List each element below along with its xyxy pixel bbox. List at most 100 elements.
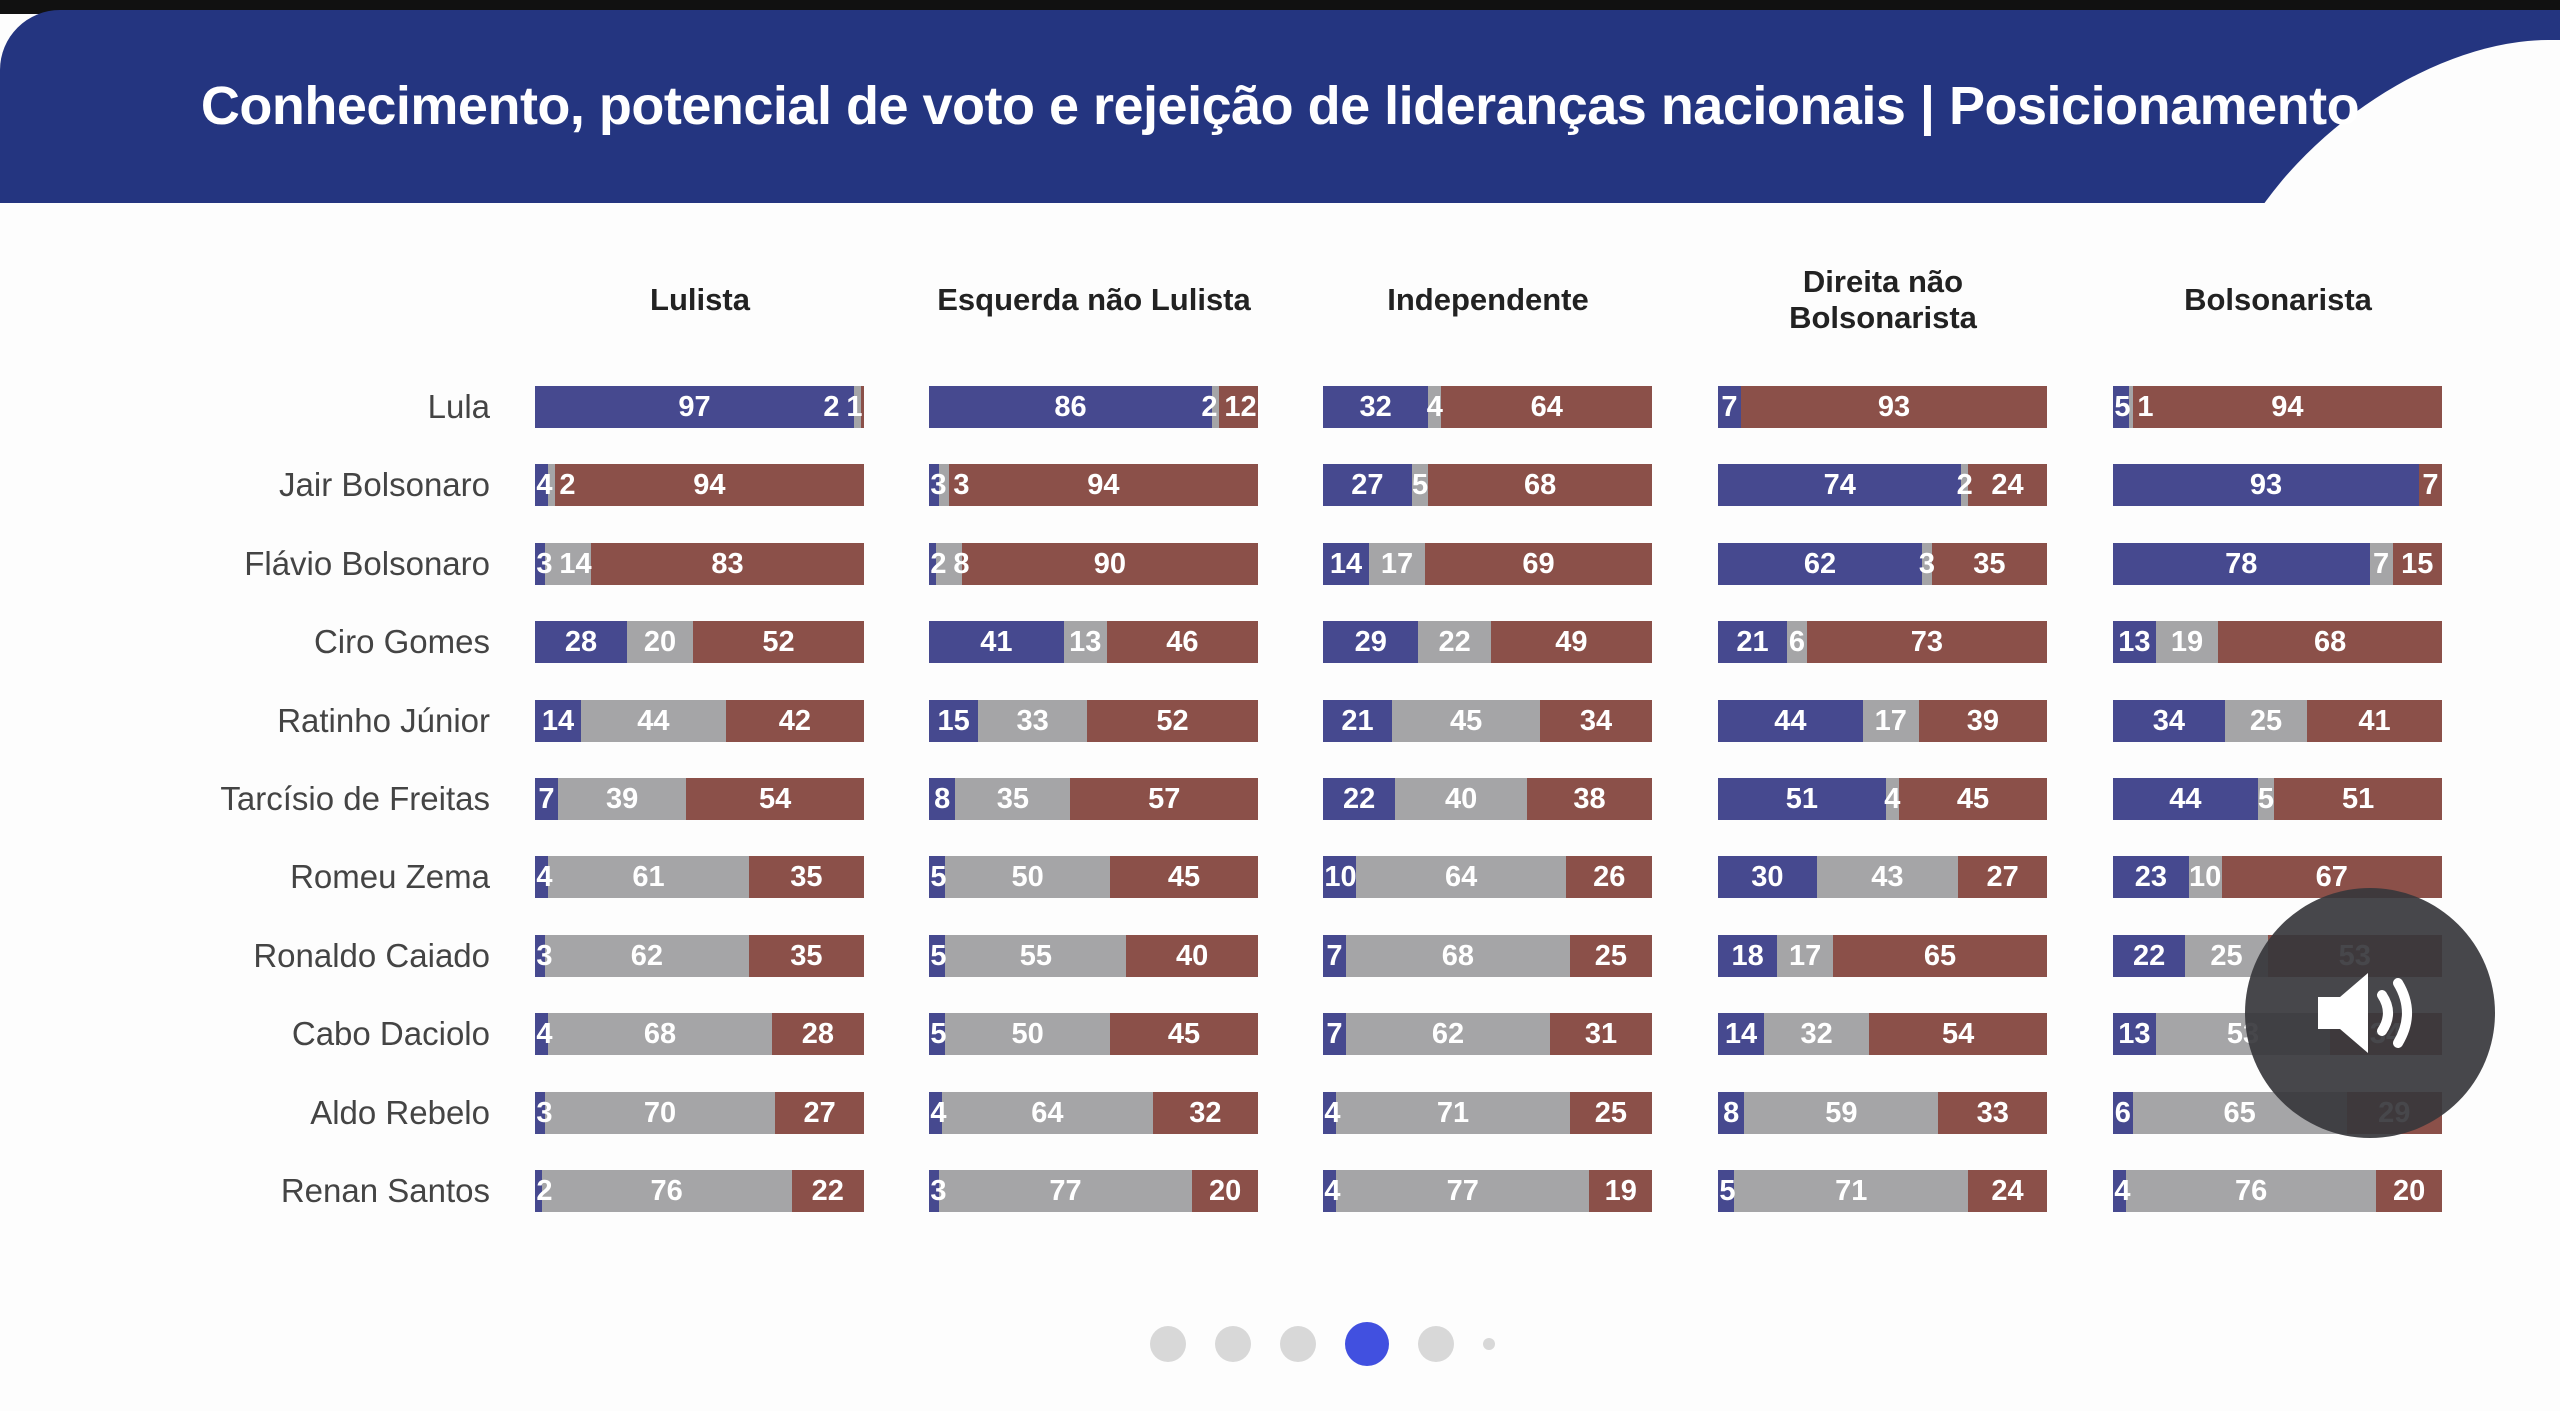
stacked-bar <box>1323 856 1652 899</box>
reject-segment <box>1968 1170 2047 1212</box>
vote-label: 14 <box>1329 547 1363 580</box>
reject-label: 28 <box>801 1018 835 1051</box>
neutral-segment <box>1744 1091 1939 1134</box>
reject-label: 41 <box>2358 704 2391 737</box>
vote-label: 7 <box>1326 939 1343 972</box>
reject-label: 27 <box>1986 861 2019 894</box>
stacked-bar <box>929 856 1258 899</box>
neutral-label: 35 <box>996 783 1030 815</box>
vote-label: 23 <box>2134 861 2167 894</box>
reject-segment <box>2221 856 2442 899</box>
neutral-segment <box>1764 1013 1870 1056</box>
neutral-label: 62 <box>1431 1018 1465 1051</box>
neutral-segment <box>938 464 949 507</box>
reject-label: 1 <box>846 391 863 423</box>
reject-label: 52 <box>1156 704 1189 737</box>
vote-segment <box>929 1013 946 1056</box>
vote-segment <box>1323 934 1347 977</box>
neutral-label: 8 <box>953 547 970 580</box>
row-label: Jair Bolsonaro <box>279 466 490 504</box>
neutral-label: 59 <box>1825 1096 1858 1129</box>
stacked-bar <box>1323 934 1652 977</box>
stacked-bar <box>1323 699 1652 742</box>
vote-label: 13 <box>2118 1018 2151 1051</box>
reject-segment <box>1569 1091 1652 1134</box>
pagination-dot[interactable] <box>1150 1326 1186 1362</box>
reject-segment <box>1589 1170 1652 1212</box>
vote-label: 62 <box>1803 547 1837 580</box>
stacked-bar <box>2113 464 2442 507</box>
stacked-bar <box>2113 778 2442 820</box>
reject-label: 35 <box>1973 547 2006 580</box>
neutral-segment <box>945 856 1110 899</box>
reject-label: 67 <box>2315 861 2348 894</box>
vote-segment <box>1718 778 1886 820</box>
reject-label: 45 <box>1956 783 1990 815</box>
pagination-dot[interactable] <box>1345 1322 1389 1366</box>
stacked-bar <box>929 386 1258 428</box>
neutral-label: 33 <box>1016 704 1049 737</box>
sound-button[interactable] <box>2245 888 2495 1138</box>
neutral-segment <box>1336 1091 1570 1134</box>
neutral-segment <box>2369 542 2393 585</box>
vote-label: 34 <box>2152 704 2186 737</box>
vote-segment <box>535 1013 549 1056</box>
vote-segment <box>1718 386 1742 428</box>
vote-label: 5 <box>930 939 947 972</box>
column-header: Lulista <box>650 282 750 317</box>
stacked-bar <box>535 856 864 899</box>
neutral-segment <box>2126 1170 2377 1212</box>
stacked-bar <box>535 934 864 977</box>
page-title: Conhecimento, potencial de voto e rejeiç… <box>200 76 2360 136</box>
vote-label: 18 <box>1731 939 1764 972</box>
vote-segment <box>1718 1013 1765 1056</box>
vote-segment <box>1718 856 1817 899</box>
stacked-bar <box>535 1170 864 1212</box>
stacked-bar <box>929 464 1258 507</box>
neutral-label: 4 <box>1426 391 1443 423</box>
reject-label: 24 <box>1991 469 2024 502</box>
neutral-label: 76 <box>2235 1175 2268 1207</box>
pagination-dot[interactable] <box>1215 1326 1251 1362</box>
reject-label: 20 <box>1208 1175 1242 1207</box>
reject-segment <box>2376 1170 2442 1212</box>
reject-segment <box>1898 778 2047 820</box>
reject-label: 32 <box>1189 1096 1222 1129</box>
vote-segment <box>2113 621 2156 664</box>
reject-label: 69 <box>1522 547 1555 580</box>
vote-label: 51 <box>1785 783 1819 815</box>
pagination-dot[interactable] <box>1483 1338 1495 1350</box>
reject-segment <box>1526 778 1652 820</box>
neutral-segment <box>548 464 555 507</box>
reject-segment <box>1566 856 1652 899</box>
reject-segment <box>1086 699 1258 742</box>
vote-label: 6 <box>2114 1096 2131 1129</box>
vote-segment <box>929 464 939 507</box>
row-label: Tarcísio de Freitas <box>220 780 490 817</box>
stacked-bar <box>535 386 864 428</box>
pagination-dot[interactable] <box>1280 1326 1316 1362</box>
neutral-label: 62 <box>630 939 663 972</box>
vote-label: 41 <box>980 626 1013 659</box>
neutral-segment <box>544 542 591 585</box>
reject-segment <box>1109 856 1258 899</box>
column-header: Esquerda não Lulista <box>937 282 1251 317</box>
neutral-segment <box>541 1170 792 1212</box>
speaker-icon <box>2318 973 2412 1053</box>
neutral-label: 17 <box>1380 547 1414 580</box>
vote-segment <box>929 386 1212 428</box>
vote-segment <box>929 1091 943 1134</box>
reject-segment <box>1218 386 1258 428</box>
reject-label: 27 <box>803 1096 836 1129</box>
vote-label: 32 <box>1359 391 1392 423</box>
stacked-bar <box>1323 778 1652 820</box>
reject-segment <box>1918 699 2047 742</box>
vote-segment <box>929 699 979 742</box>
reject-segment <box>1428 464 1652 507</box>
stacked-bar <box>1718 778 2047 820</box>
stacked-bar <box>2113 1170 2442 1212</box>
vote-label: 5 <box>930 1018 947 1051</box>
stacked-bar <box>1718 856 2047 899</box>
stacked-bar <box>535 1013 864 1056</box>
pagination-dot[interactable] <box>1418 1326 1454 1362</box>
